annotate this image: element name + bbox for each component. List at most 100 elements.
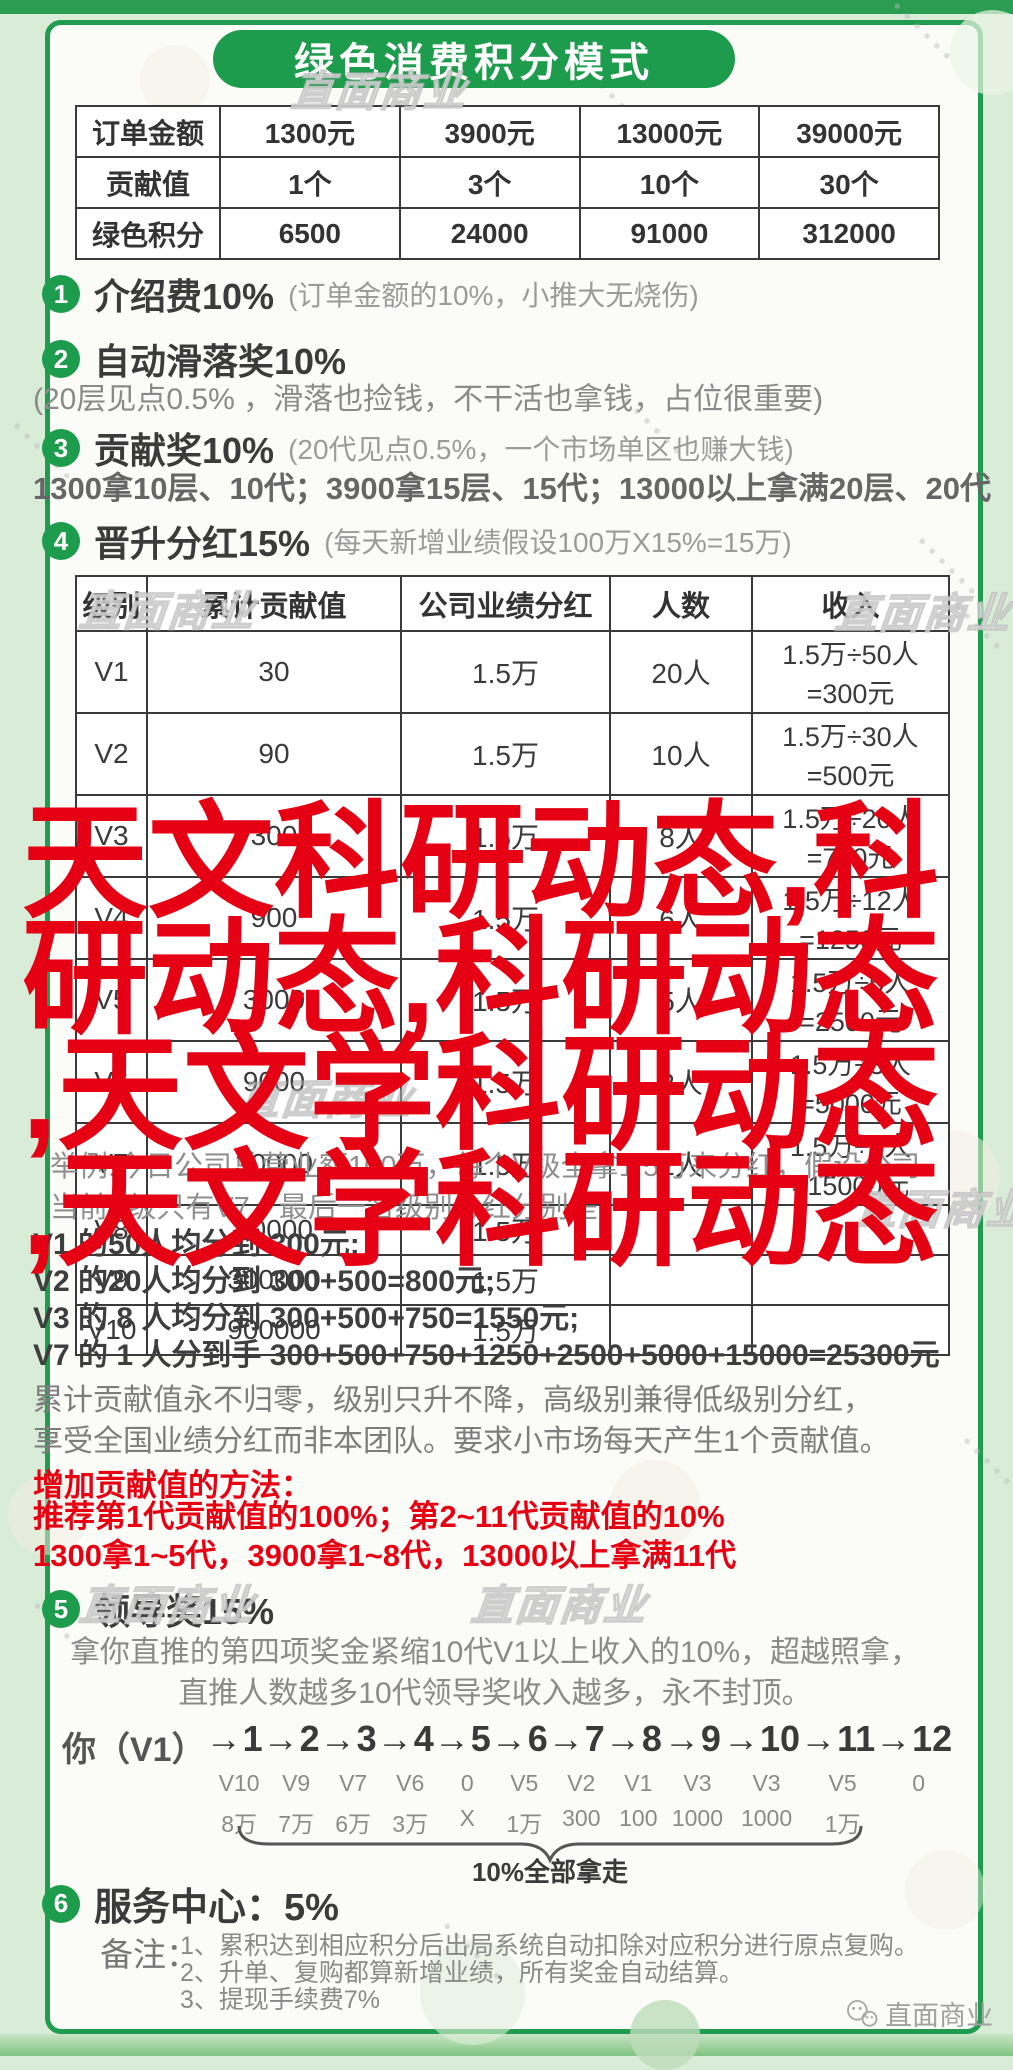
chain-amount: 1万 xyxy=(506,1811,543,1837)
levels-table: 级别 累计贡献值 公司业绩分红 人数 收入 V1 30 1.5万 20人 1.5万÷50人=30… xyxy=(75,575,950,1356)
cell-value: 1个 xyxy=(219,156,401,209)
chain-number-text: 7 xyxy=(584,1718,605,1759)
section-1: 1 介绍费10% (订单金额的10%，小推大无烧伤) xyxy=(42,268,699,320)
chain-number: → 10 xyxy=(723,1718,800,1760)
chain-node: → 6 V5 1万 xyxy=(491,1718,548,1839)
referral-chain: 你（V1） → 1 V10 8万 → 2 V9 7万 → 3 V7 6万 → 4 V6 3万 → 5 0 X → 6 V5 1… xyxy=(62,1718,952,1839)
method-line: 1300拿1~5代，3900拿1~8代，13000以上拿满11代 xyxy=(33,1538,737,1573)
points-table-body: 订单金额 1300元 3900元 13000元 39000元 贡献值 1个 3个 10个 30个绿… xyxy=(75,105,940,260)
remark-line: 3、提现手续费7% xyxy=(180,1986,381,2014)
section-5-title: 领导奖15% xyxy=(94,1591,275,1632)
chain-number: → 9 xyxy=(662,1718,723,1760)
chain-number-text: 3 xyxy=(356,1718,377,1759)
chain-number-text: 5 xyxy=(470,1718,491,1759)
badge-3-icon: 3 xyxy=(42,429,80,467)
chain-amount: 1000 xyxy=(671,1805,724,1831)
chain-level: V10 xyxy=(218,1770,260,1796)
cell-value: 1300元 xyxy=(219,105,401,158)
section-2-detail: (20层见点0.5% ，滑落也捡钱，不干活也拿钱，占位很重要) xyxy=(33,383,824,416)
brace-label: 10%全部拿走 xyxy=(471,1857,629,1887)
cell-value: 10个 xyxy=(578,156,761,209)
cell-value: 30个 xyxy=(758,156,940,209)
under-brace xyxy=(237,1825,863,1864)
cell-value: 1.5万÷3人=5000元 xyxy=(751,1040,950,1124)
chain-node: → 7 V2 300 xyxy=(548,1718,605,1839)
arrow-icon: → xyxy=(205,1718,242,1759)
chain-level: V5 xyxy=(828,1770,857,1796)
chain-amount: 6万 xyxy=(335,1811,372,1837)
section-5-note-line: 直推人数越多10代领导奖收入越多，永不封顶。 xyxy=(178,1677,812,1710)
chain-level: V2 xyxy=(567,1770,596,1796)
chain-node: → 5 0 X xyxy=(434,1718,491,1839)
page-title: 绿色消费积分模式 xyxy=(294,41,654,85)
chain-node: → 2 V9 7万 xyxy=(263,1718,320,1839)
row-label: 绿色积分 xyxy=(75,207,221,260)
chain-number-text: 8 xyxy=(641,1718,662,1759)
cell-value xyxy=(609,1204,753,1256)
cell-value: 1.5万 xyxy=(400,958,611,1042)
remarks-label: 备注： xyxy=(100,1936,199,1973)
cell-value: 90000 xyxy=(146,1204,402,1256)
chain-amount: 3万 xyxy=(392,1811,429,1837)
cell-value: 13000元 xyxy=(578,105,761,158)
section-5-note-line: 拿你直推的第四项奖金紧缩10代V1以上收入的10%，超越照拿， xyxy=(69,1636,921,1669)
cell-value: 1.5万÷30人=500元 xyxy=(751,712,950,796)
table-row: V9 300000 1.5万 xyxy=(75,1254,950,1306)
chain-number: → 12 xyxy=(875,1718,952,1760)
chain-you-label: 你（V1） xyxy=(62,1731,206,1769)
cell-value xyxy=(751,1304,950,1356)
chain-level: V5 xyxy=(510,1770,539,1796)
levels-table-header: 级别 累计贡献值 公司业绩分红 人数 收入 xyxy=(75,575,950,632)
arrow-icon: → xyxy=(663,1718,700,1759)
table-row: V10 900000 1.5万 xyxy=(75,1304,950,1356)
column-header: 收入 xyxy=(751,575,950,632)
cell-value: V3 xyxy=(75,794,148,878)
remark-line: 2、升单、复购都算新增业绩，所有奖金自动结算。 xyxy=(180,1959,744,1987)
arrow-icon: → xyxy=(800,1718,837,1759)
cell-value: 2人 xyxy=(609,1040,753,1124)
chain-number: → 11 xyxy=(800,1718,875,1760)
cell-value: 1.5万 xyxy=(400,712,611,796)
section-3: 3 贡献奖10% (20代见点0.5%，一个市场单区也赚大钱) xyxy=(42,422,794,474)
cell-value: 3900元 xyxy=(398,105,581,158)
cell-value: 9000 xyxy=(146,1040,402,1124)
chain-number-text: 2 xyxy=(299,1718,320,1759)
arrow-icon: → xyxy=(604,1718,641,1759)
cell-value: 1.5万÷6人=2500元 xyxy=(751,958,950,1042)
chain-number: → 7 xyxy=(548,1718,605,1760)
points-table: 订单金额 1300元 3900元 13000元 39000元 贡献值 1个 3个 10个 30个绿… xyxy=(75,105,940,260)
cell-value: 1.5万 xyxy=(400,794,611,878)
top-green-bar xyxy=(0,0,1013,14)
section-3-title: 贡献奖10% xyxy=(94,430,275,471)
badge-6-icon: 6 xyxy=(42,1884,80,1923)
cell-value: V4 xyxy=(75,876,148,960)
section-4-note: (每天新增业绩假设100万X15%=15万) xyxy=(324,527,792,558)
cell-value: 1.5万 xyxy=(400,1122,611,1206)
chain-level: 0 xyxy=(460,1770,474,1796)
cell-value: V1 xyxy=(75,630,148,714)
chain-level: V7 xyxy=(339,1770,368,1796)
arrow-icon: → xyxy=(490,1718,527,1759)
cell-value: V10 xyxy=(75,1304,148,1356)
chain-number: → 4 xyxy=(377,1718,434,1760)
table-row: V8 90000 1.5万 xyxy=(75,1204,950,1256)
cell-value xyxy=(751,1254,950,1306)
chain-number-text: 9 xyxy=(700,1718,721,1759)
watermark: 直面商业 xyxy=(76,587,259,636)
cell-value: 1.5万 xyxy=(400,876,611,960)
cell-value: V7 xyxy=(75,1122,148,1206)
remark-line: 1、累积达到相应积分后出局系统自动扣除对应积分进行原点复购。 xyxy=(180,1932,919,1960)
chain-amount: 300 xyxy=(562,1805,601,1831)
chain-level: V6 xyxy=(396,1770,425,1796)
chain-amount: X xyxy=(459,1805,475,1831)
method-line: 推荐第1代贡献值的100%；第2~11代贡献值的10% xyxy=(33,1499,725,1534)
chain-number-text: 11 xyxy=(837,1718,876,1759)
wechat-icon xyxy=(847,1999,878,2027)
chain-number-text: 10 xyxy=(760,1718,801,1759)
column-header: 级别 xyxy=(75,575,148,632)
badge-2-icon: 2 xyxy=(42,340,80,378)
cell-value xyxy=(609,1304,753,1356)
chain-amount: 1万 xyxy=(824,1811,861,1837)
chain-node: → 3 V7 6万 xyxy=(320,1718,377,1839)
chain-node: → 11 V5 1万 xyxy=(800,1718,875,1839)
